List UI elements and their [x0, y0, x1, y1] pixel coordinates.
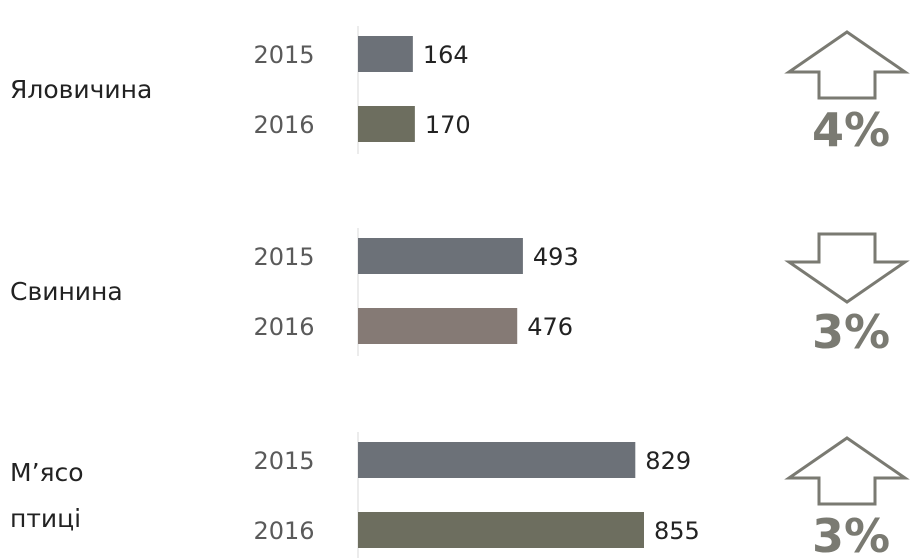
arrow-down-icon: [784, 232, 910, 304]
value-label: 476: [527, 313, 573, 341]
value-label: 164: [423, 41, 469, 69]
category-label: Яловичина: [10, 75, 152, 104]
category-label: Свинина: [10, 277, 123, 306]
bar-0-1: [358, 106, 415, 142]
bar-2-0: [358, 442, 636, 478]
year-label: 2016: [253, 517, 314, 545]
arrow-up-icon: [784, 436, 910, 506]
year-label: 2015: [253, 447, 314, 475]
arrow-up-icon: [784, 30, 910, 100]
percent-change: 3%: [812, 305, 890, 359]
value-label: 170: [425, 111, 471, 139]
percent-change: 3%: [812, 509, 890, 558]
value-label: 829: [645, 447, 691, 475]
bar-2-1: [358, 512, 644, 548]
bar-0-0: [358, 36, 413, 72]
year-label: 2015: [253, 41, 314, 69]
year-label: 2015: [253, 243, 314, 271]
year-label: 2016: [253, 111, 314, 139]
value-label: 855: [654, 517, 700, 545]
category-label: М’ясо: [10, 458, 84, 487]
value-label: 493: [533, 243, 579, 271]
year-label: 2016: [253, 313, 314, 341]
category-label: птиці: [10, 504, 81, 533]
bar-1-0: [358, 238, 523, 274]
percent-change: 4%: [812, 103, 890, 157]
bar-1-1: [358, 308, 518, 344]
